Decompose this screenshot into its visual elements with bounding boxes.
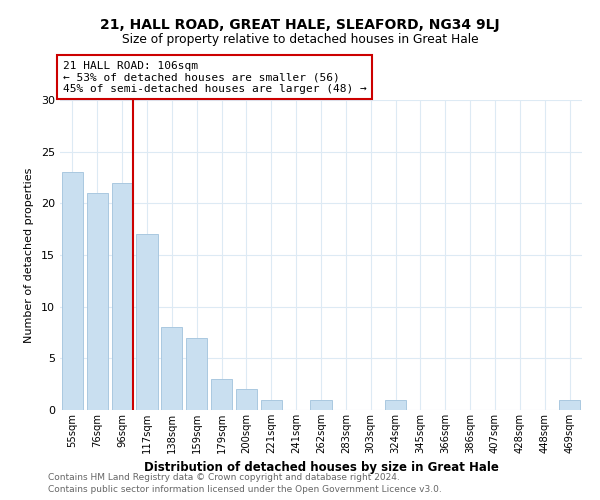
Bar [310, 400, 332, 410]
Bar [112, 182, 133, 410]
Bar [161, 328, 182, 410]
Bar [211, 379, 232, 410]
Text: 21 HALL ROAD: 106sqm
← 53% of detached houses are smaller (56)
45% of semi-detac: 21 HALL ROAD: 106sqm ← 53% of detached h… [62, 60, 367, 94]
Bar [261, 400, 282, 410]
Text: Contains HM Land Registry data © Crown copyright and database right 2024.: Contains HM Land Registry data © Crown c… [48, 472, 400, 482]
Bar [559, 400, 580, 410]
Text: Contains public sector information licensed under the Open Government Licence v3: Contains public sector information licen… [48, 485, 442, 494]
Bar [236, 390, 257, 410]
Bar [186, 338, 207, 410]
Y-axis label: Number of detached properties: Number of detached properties [24, 168, 34, 342]
Bar [136, 234, 158, 410]
Bar [87, 193, 108, 410]
Text: Size of property relative to detached houses in Great Hale: Size of property relative to detached ho… [122, 32, 478, 46]
Bar [62, 172, 83, 410]
X-axis label: Distribution of detached houses by size in Great Hale: Distribution of detached houses by size … [143, 462, 499, 474]
Bar [385, 400, 406, 410]
Text: 21, HALL ROAD, GREAT HALE, SLEAFORD, NG34 9LJ: 21, HALL ROAD, GREAT HALE, SLEAFORD, NG3… [100, 18, 500, 32]
